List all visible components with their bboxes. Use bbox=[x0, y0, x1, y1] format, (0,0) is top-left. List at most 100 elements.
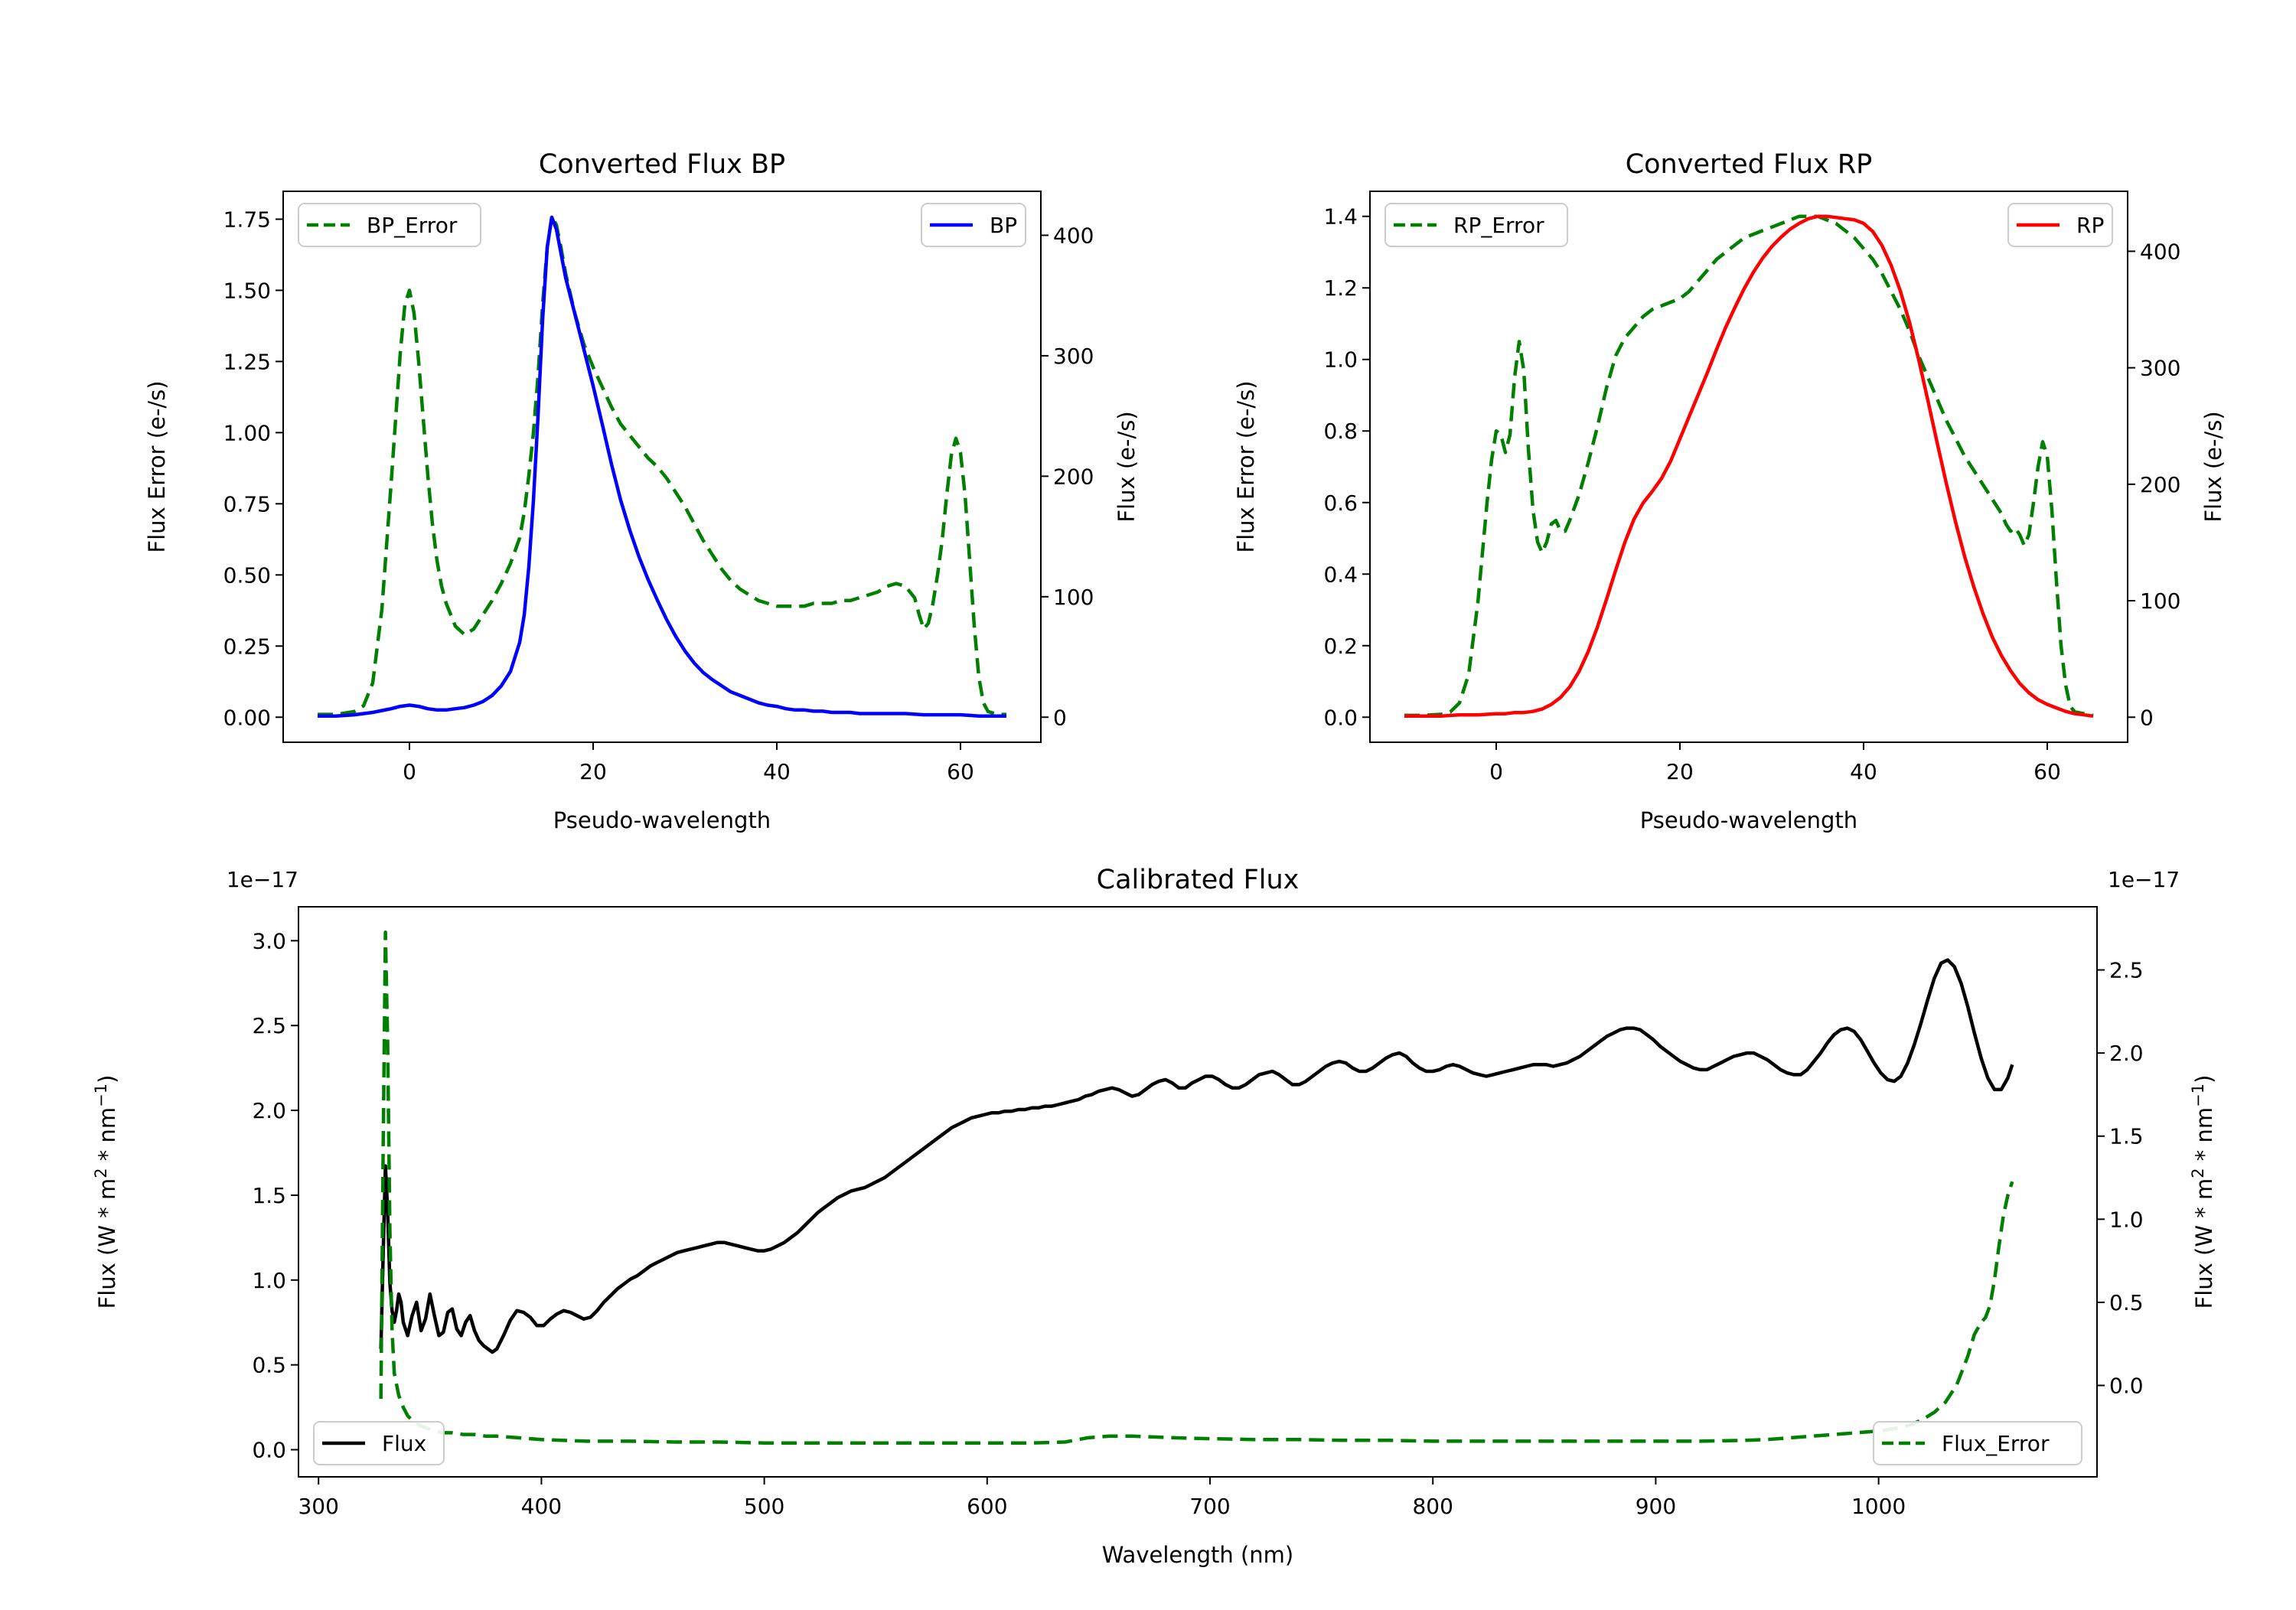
x-tick-label: 1000 bbox=[1851, 1494, 1906, 1519]
y-tick-label-right: 1.5 bbox=[2109, 1124, 2144, 1149]
y-tick-label-left: 1.25 bbox=[223, 349, 271, 374]
legend-rp-error: RP_Error bbox=[1384, 203, 1568, 247]
y-tick-label-right: 200 bbox=[1053, 464, 1094, 489]
x-tick-label: 300 bbox=[298, 1494, 338, 1519]
y-tick-label-left: 1.0 bbox=[252, 1268, 286, 1293]
y-tick-label-left: 0.00 bbox=[223, 705, 271, 730]
y-tick-label-left: 1.5 bbox=[252, 1183, 286, 1208]
chart-converted-flux-rp: 0 20 40 60 0.0 0.2 0.4 0.6 0.8 1.0 1.2 1.4 0 100 200 30… bbox=[1233, 149, 2226, 833]
rp-line bbox=[1404, 214, 2094, 719]
x-axis-label: Pseudo-wavelength bbox=[1640, 807, 1857, 833]
y-tick-label-left: 0.4 bbox=[1323, 562, 1358, 587]
y-tick-label-left: 0.50 bbox=[223, 562, 271, 588]
y-tick-label-left: 2.0 bbox=[252, 1098, 286, 1123]
y-tick-label-right: 0 bbox=[1053, 705, 1067, 730]
y-axis-label-left: Flux Error (e-/s) bbox=[144, 380, 170, 552]
y-tick-label-left: 3.0 bbox=[252, 928, 286, 953]
y-tick-label-left: 1.4 bbox=[1323, 204, 1358, 230]
y-axis-label-right: Flux (e-/s) bbox=[1114, 411, 1140, 522]
y-tick-label-left: 0.0 bbox=[252, 1438, 286, 1463]
legend-box bbox=[313, 1421, 445, 1465]
y-tick-label-left: 0.6 bbox=[1323, 490, 1358, 516]
rp-error-line bbox=[1404, 214, 2094, 718]
x-tick-label: 60 bbox=[947, 759, 974, 784]
y-tick-label-right: 100 bbox=[2140, 588, 2180, 614]
x-tick-label: 0 bbox=[1489, 759, 1503, 784]
axes-frame bbox=[298, 906, 2098, 1478]
y-tick-label-right: 1.0 bbox=[2109, 1207, 2144, 1232]
x-tick-label: 900 bbox=[1636, 1494, 1676, 1519]
x-tick-label: 40 bbox=[1850, 759, 1877, 784]
legend-box bbox=[921, 203, 1026, 247]
x-tick-label: 40 bbox=[763, 759, 791, 784]
y-tick-label-right: 0.5 bbox=[2109, 1290, 2144, 1315]
x-tick-label: 700 bbox=[1189, 1494, 1230, 1519]
x-tick-label: 600 bbox=[967, 1494, 1007, 1519]
y-tick-label-left: 0.2 bbox=[1323, 634, 1358, 659]
y-axis-label-right: Flux (W * m2 * nm−1) bbox=[2189, 1075, 2217, 1309]
y-tick-label-left: 1.2 bbox=[1323, 275, 1358, 301]
y-tick-label-right: 0.0 bbox=[2109, 1374, 2144, 1399]
chart-converted-flux-bp: 0 20 40 60 0.00 0.25 0.50 0.75 1.00 1.25 1.50 1.75 0… bbox=[144, 149, 1140, 833]
legend-label: RP bbox=[2076, 213, 2104, 238]
x-tick-label: 0 bbox=[403, 759, 416, 784]
legend-bp: BP bbox=[921, 203, 1026, 247]
y-axis-label-left: Flux Error (e-/s) bbox=[1233, 380, 1259, 552]
chart-title: Converted Flux BP bbox=[539, 149, 785, 180]
y-tick-label-left: 1.00 bbox=[223, 420, 271, 445]
y-tick-label-right: 100 bbox=[1053, 585, 1094, 610]
offset-text-right: 1e−17 bbox=[2108, 867, 2180, 892]
chart-title: Calibrated Flux bbox=[1097, 865, 1300, 895]
y-tick-label-right: 0 bbox=[2140, 705, 2154, 730]
y-axis-label-left: Flux (W * m2 * nm−1) bbox=[92, 1075, 120, 1309]
legend-rp: RP bbox=[2007, 203, 2113, 247]
y-tick-label-left: 1.0 bbox=[1323, 347, 1358, 373]
legend-bp-error: BP_Error bbox=[298, 203, 481, 247]
x-tick-label: 500 bbox=[744, 1494, 784, 1519]
y-tick-label-left: 0.75 bbox=[223, 491, 271, 517]
y-tick-label-left: 2.5 bbox=[252, 1013, 286, 1038]
x-tick-label: 20 bbox=[1666, 759, 1694, 784]
y-tick-label-right: 200 bbox=[2140, 472, 2180, 497]
legend-label: BP_Error bbox=[367, 213, 458, 238]
legend-label: Flux bbox=[382, 1431, 426, 1456]
flux-error-line bbox=[379, 930, 2014, 1445]
y-tick-label-right: 400 bbox=[1053, 223, 1094, 248]
x-tick-label: 20 bbox=[579, 759, 607, 784]
offset-text-left: 1e−17 bbox=[227, 867, 298, 892]
bp-error-line bbox=[318, 214, 1006, 716]
y-tick-label-right: 400 bbox=[2140, 239, 2180, 264]
y-tick-label-right: 300 bbox=[2140, 356, 2180, 381]
legend-box bbox=[1384, 203, 1568, 247]
legend-box bbox=[298, 203, 481, 247]
y-tick-label-right: 300 bbox=[1053, 344, 1094, 369]
x-tick-label: 800 bbox=[1412, 1494, 1453, 1519]
y-tick-label-right: 2.5 bbox=[2109, 958, 2144, 983]
chart-title: Converted Flux RP bbox=[1626, 149, 1873, 180]
legend-flux: Flux bbox=[313, 1421, 445, 1465]
x-axis-label: Wavelength (nm) bbox=[1102, 1542, 1294, 1568]
y-tick-label-left: 1.50 bbox=[223, 278, 271, 303]
flux-line bbox=[379, 958, 2014, 1354]
legend-box bbox=[1873, 1421, 2082, 1465]
y-tick-label-left: 0.8 bbox=[1323, 419, 1358, 444]
y-tick-label-left: 0.5 bbox=[252, 1353, 286, 1378]
legend-label: RP_Error bbox=[1453, 213, 1544, 238]
axes-frame bbox=[282, 191, 1042, 743]
x-tick-label: 60 bbox=[2033, 759, 2061, 784]
bp-line bbox=[318, 215, 1006, 718]
y-tick-label-left: 0.25 bbox=[223, 634, 271, 659]
y-tick-label-left: 0.0 bbox=[1323, 705, 1358, 730]
legend-label: Flux_Error bbox=[1942, 1431, 2050, 1456]
legend-label: BP bbox=[990, 213, 1017, 238]
legend-flux-error: Flux_Error bbox=[1873, 1421, 2082, 1465]
y-tick-label-right: 2.0 bbox=[2109, 1041, 2144, 1066]
x-axis-label: Pseudo-wavelength bbox=[553, 807, 771, 833]
legend-box bbox=[2007, 203, 2113, 247]
y-axis-label-right: Flux (e-/s) bbox=[2200, 411, 2226, 522]
axes-frame bbox=[1369, 191, 2128, 743]
x-tick-label: 400 bbox=[521, 1494, 562, 1519]
y-tick-label-left: 1.75 bbox=[223, 207, 271, 232]
